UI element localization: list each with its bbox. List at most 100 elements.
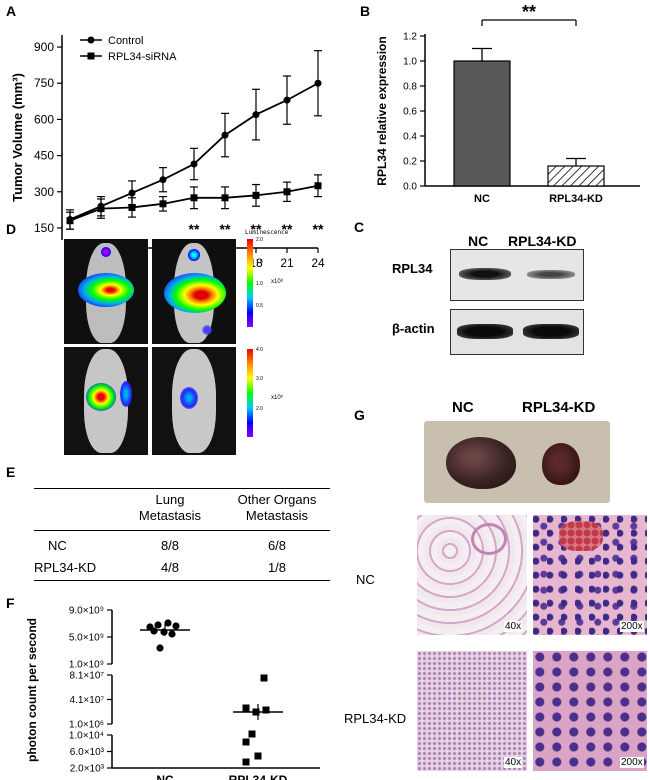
a-y-axis-title: Tumor Volume (mm³) xyxy=(10,73,25,202)
a-y-tick-label: 750 xyxy=(34,76,54,90)
mag-kd-200x: 200x xyxy=(620,757,644,768)
row-kd-lung: 4/8 xyxy=(160,560,180,575)
f-y-tick-label: 6.0×10³ xyxy=(70,747,105,758)
f-point-kd xyxy=(242,704,250,712)
f-y-tick-label: 1.0×10⁶ xyxy=(69,720,104,731)
a-significance-mark: ** xyxy=(251,221,262,237)
a-y-tick-label: 300 xyxy=(34,185,54,199)
panel-e-table: E Lung Metastasis Other Organs Metastasi… xyxy=(0,460,335,585)
a-y-tick-label: 150 xyxy=(34,221,54,235)
scale-bar-bottom xyxy=(247,349,253,437)
a-y-tick-label: 900 xyxy=(34,40,54,54)
scale-tick-label: 3.0 xyxy=(256,376,263,383)
panel-g-lung-histology: G NC RPL34-KD NC RPL34-KD 40x 200x 40x 2… xyxy=(340,395,650,780)
mouse-image-kd-1 xyxy=(64,347,148,455)
row-kd-group: RPL34-KD xyxy=(34,560,97,575)
histology-kd-200x xyxy=(533,651,647,771)
a-significance-mark: ** xyxy=(189,221,200,237)
legend-marker-sirna xyxy=(87,52,95,60)
a-point-control xyxy=(252,111,260,119)
panel-a-letter: A xyxy=(6,3,16,19)
blot-row-rpl34: RPL34 xyxy=(392,261,433,276)
f-y-tick-label: 1.0×10⁹ xyxy=(69,660,104,671)
mag-nc-200x: 200x xyxy=(620,621,644,632)
panel-d-letter: D xyxy=(6,221,17,237)
mouse-image-nc-1 xyxy=(64,239,148,344)
f-y-tick-label: 9.0×10⁹ xyxy=(69,606,104,617)
a-y-tick-label: 600 xyxy=(34,112,54,126)
scale-tick-label: 2.0 xyxy=(256,237,263,243)
b-y-tick-label: 0.0 xyxy=(403,182,417,193)
legend-label-control: Control xyxy=(108,35,143,47)
a-point-control xyxy=(159,176,167,184)
lung-photo xyxy=(424,421,610,503)
blot-row-actin: β-actin xyxy=(392,321,435,336)
a-significance-mark: ** xyxy=(282,221,293,237)
scale-tick-label: 0.5 xyxy=(256,303,263,309)
f-point-kd xyxy=(242,758,250,766)
blot-image-actin xyxy=(450,309,584,355)
histology-kd-40x xyxy=(417,651,527,771)
f-point-nc xyxy=(168,630,176,638)
f-y-tick-label: 2.0×10³ xyxy=(70,764,105,775)
scale-tick-label: 1.5 xyxy=(256,259,263,265)
band-kd-rpl34 xyxy=(527,270,575,279)
a-point-sirna xyxy=(221,194,229,202)
a-point-sirna xyxy=(128,203,136,211)
a-point-sirna xyxy=(190,194,198,202)
band-nc-actin xyxy=(457,324,513,339)
a-point-sirna xyxy=(159,200,167,208)
blot-image-rpl34 xyxy=(450,249,584,301)
g-row-kd: RPL34-KD xyxy=(344,711,407,726)
f-point-nc xyxy=(156,644,164,652)
b-significance-mark: ** xyxy=(522,2,536,22)
mag-nc-40x: 40x xyxy=(504,621,523,632)
luminescence-scale-title: Luminescence xyxy=(245,229,289,236)
panel-b-bar-chart: B 0.0 0.2 0.4 0.6 0.8 1.0 1.2 RPL34 relative ex… xyxy=(360,2,640,205)
a-point-control xyxy=(221,131,229,139)
g-row-nc: NC xyxy=(356,572,375,587)
scale-unit-top: x10⁸ xyxy=(271,279,284,285)
f-point-kd xyxy=(242,738,250,746)
a-point-sirna xyxy=(252,191,260,199)
histology-nc-40x xyxy=(417,515,527,635)
table-top-rule xyxy=(34,488,330,489)
row-nc-lung: 8/8 xyxy=(160,538,180,553)
panel-f-letter: F xyxy=(6,595,15,611)
panel-c-western-blot: C NC RPL34-KD RPL34 β-actin xyxy=(340,215,650,390)
f-point-nc xyxy=(150,627,158,635)
f-y-axis-title: photon count per second xyxy=(25,618,39,762)
f-y-tick-label: 8.1×10⁷ xyxy=(70,671,105,682)
blot-column-kd: RPL34-KD xyxy=(508,233,577,249)
b-y-tick-label: 1.0 xyxy=(403,57,417,68)
g-column-kd: RPL34-KD xyxy=(522,399,596,416)
blot-column-nc: NC xyxy=(468,233,489,249)
f-category-label: RPL34-KD xyxy=(229,773,288,780)
b-category-label: RPL34-KD xyxy=(549,193,603,205)
f-point-nc xyxy=(172,622,180,630)
a-point-sirna xyxy=(283,188,291,196)
f-point-kd xyxy=(252,708,260,716)
f-point-nc xyxy=(164,619,172,627)
panel-e-letter: E xyxy=(6,464,16,480)
mouse-image-nc-2 xyxy=(152,239,236,344)
panel-b-letter: B xyxy=(360,3,370,19)
f-category-label: NC xyxy=(156,773,174,780)
f-point-kd xyxy=(248,730,256,738)
panel-c-letter: C xyxy=(354,219,365,235)
scale-bar-top xyxy=(247,239,253,327)
mag-kd-40x: 40x xyxy=(504,757,523,768)
a-point-control xyxy=(314,79,322,87)
table-mid-rule xyxy=(34,530,330,531)
legend-label-sirna: RPL34-siRNA xyxy=(108,51,177,63)
a-x-tick-label: 21 xyxy=(280,256,294,270)
band-nc-rpl34 xyxy=(459,268,511,280)
band-kd-actin xyxy=(523,324,579,339)
f-point-nc xyxy=(160,628,168,636)
legend-marker-control xyxy=(87,36,95,44)
f-point-kd xyxy=(262,706,270,714)
b-bar-nc xyxy=(453,60,511,187)
f-point-kd xyxy=(254,752,262,760)
a-point-control xyxy=(128,189,136,197)
